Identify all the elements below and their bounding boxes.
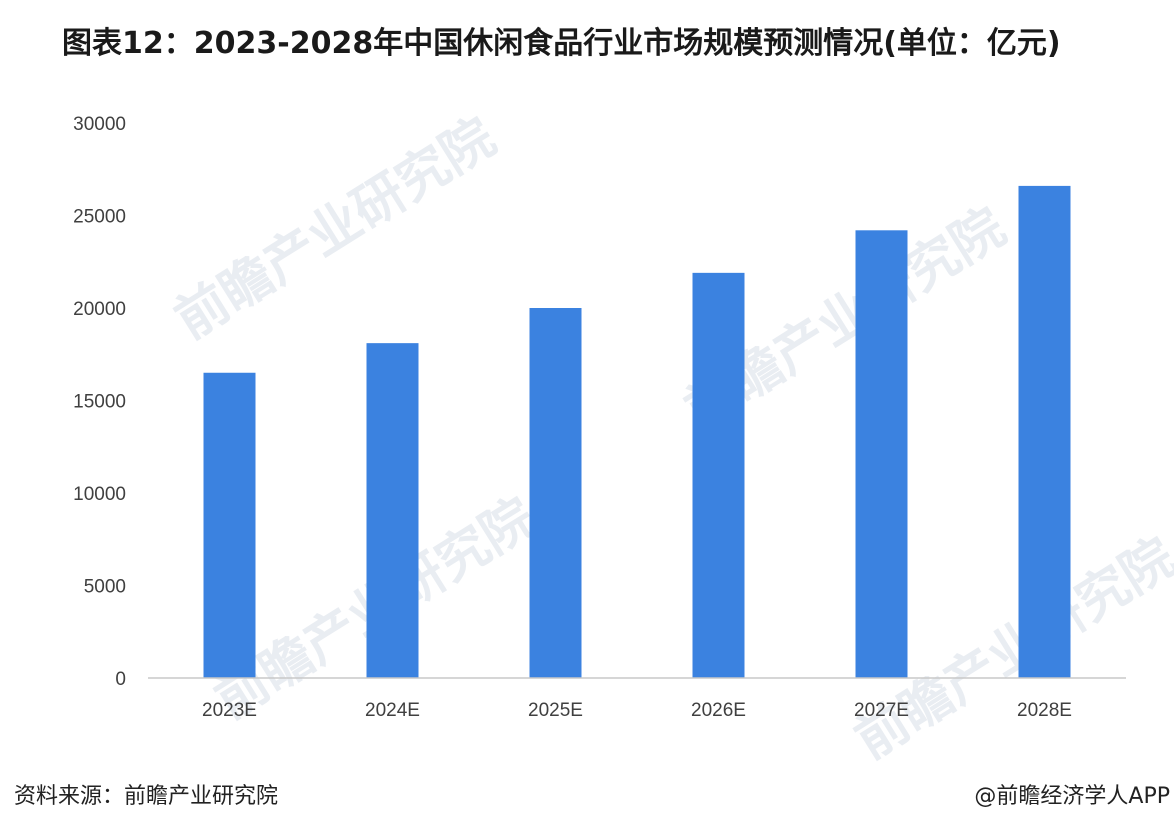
bar-2028E: [1018, 185, 1071, 678]
x-tick-label: 2025E: [528, 700, 583, 721]
x-tick-label: 2026E: [691, 700, 746, 721]
y-tick-label: 5000: [84, 577, 126, 598]
x-tick-label: 2023E: [202, 700, 257, 721]
y-tick-label: 20000: [73, 299, 126, 320]
y-tick-label: 25000: [73, 207, 126, 228]
bars-group: [203, 185, 1071, 679]
bar-2025E: [529, 308, 582, 678]
y-tick-label: 30000: [73, 114, 126, 135]
x-tick-label: 2028E: [1017, 700, 1072, 721]
x-axis-ticks: 2023E 2024E 2025E 2026E 2027E 2028E: [202, 700, 1072, 721]
watermark-text: 前瞻产业研究院: [165, 107, 505, 351]
chart-title: 图表12：2023-2028年中国休闲食品行业市场规模预测情况(单位：亿元): [62, 26, 1061, 61]
y-tick-label: 15000: [73, 392, 126, 413]
y-tick-label: 0: [115, 669, 126, 690]
bar-2023E: [203, 372, 256, 678]
y-tick-label: 10000: [73, 484, 126, 505]
bar-2026E: [692, 272, 745, 678]
bar-2027E: [855, 230, 908, 679]
bar-2024E: [366, 343, 419, 678]
credit-note: @前瞻经济学人APP: [974, 784, 1170, 809]
source-note: 资料来源：前瞻产业研究院: [14, 784, 279, 809]
x-tick-label: 2027E: [854, 700, 909, 721]
x-tick-label: 2024E: [365, 700, 420, 721]
y-axis-ticks: 0 5000 10000 15000 20000 25000 30000: [73, 114, 126, 690]
